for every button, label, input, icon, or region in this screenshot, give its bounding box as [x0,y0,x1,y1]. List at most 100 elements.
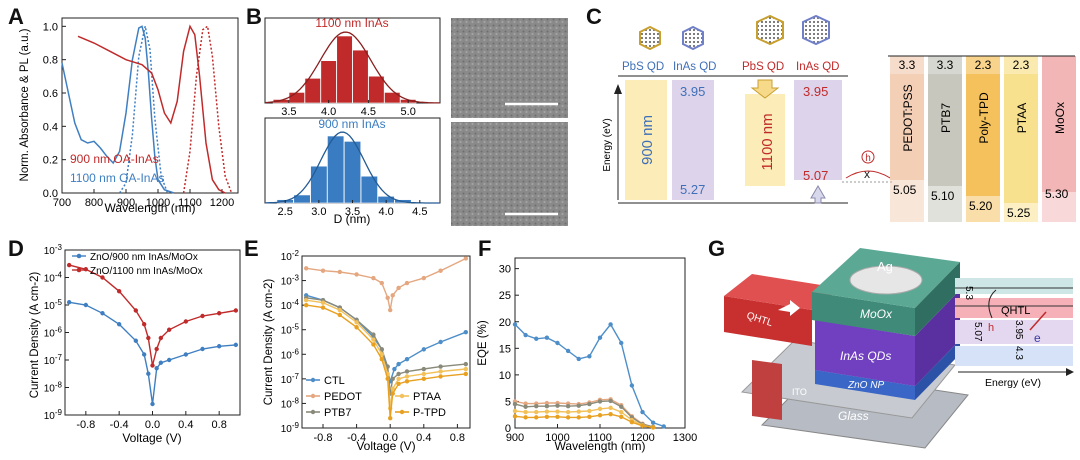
series-marker [354,325,359,330]
histogram-xtick-label: 3.0 [311,206,326,218]
inas-band-right [794,80,842,180]
g-electron: e [1034,331,1041,345]
panel-letter-c: C [586,4,602,29]
panel-f-series-marker [534,409,539,415]
series-marker [304,266,309,271]
hole-path [845,170,891,179]
histogram-bar [310,165,328,204]
panel-f-series-marker [534,415,539,420]
panel-b-bottom-bars: 2.5 3.0 3.5 4.0 4.5 [264,131,440,218]
qd-label-inas-right: InAs QD [796,61,839,73]
series-marker [146,335,151,341]
htl-column [1004,74,1038,203]
panel-f-series-marker [619,404,624,409]
ytick-label: 10-4 [44,271,63,285]
series-marker [388,307,393,313]
blocked-mark: x [864,167,870,181]
series-line [69,264,236,366]
htl-top-cap [890,56,924,74]
panel-f-series-marker [544,409,550,414]
series-marker [83,267,89,272]
inas-right-top: 3.95 [803,84,828,99]
series-marker [150,363,155,368]
series-marker [183,319,189,324]
panel-e-series [304,256,468,421]
series-marker [183,352,189,357]
panel-letter-a: A [8,4,24,29]
up-arrow-icon [810,185,826,204]
panel-f-series-marker [523,409,528,415]
g-qhtl-label: QHTL [1001,305,1030,317]
panel-f-ytick-label: 10 [499,370,511,382]
htl-name: Poly-TPD [977,92,991,144]
panel-a-legend-1100: 1100 nm OA-InAs [70,171,165,185]
ytick-label: 10-2 [281,249,300,263]
panel-letter-d: D [8,236,24,261]
legend-label: P-TPD [413,407,446,419]
inas-qd-icon-right [802,14,830,46]
htl-top-value: 2.3 [975,58,992,72]
series-marker [371,275,376,281]
panel-f-series-marker [608,398,613,404]
series-marker [438,339,443,345]
panel-f-series-marker [576,409,581,414]
histogram-bar [343,141,362,204]
panel-f-ytick-label: 5 [505,396,511,408]
histogram-bar [304,78,321,104]
panel-d-legend-1100: ZnO/1100 nm InAs/MoOx [90,266,203,277]
panel-f-series-marker [640,409,645,415]
panel-f-series-marker [597,399,603,404]
series-marker [385,364,390,369]
panel-a-ytick-label: 0.2 [43,155,58,167]
panel-f-series-marker [629,419,635,425]
panel-f-series-marker [587,408,592,414]
series-marker [141,352,147,357]
panel-f-ytick-label: 25 [499,290,511,302]
panel-b-bottom-title: 900 nm InAs [318,117,385,131]
pbs-gap-1100: 1100 nm [759,113,776,170]
htl-bottom-value: 5.20 [969,199,993,213]
htl-column-lower [1004,203,1038,222]
htl-name: PTAA [1015,103,1029,133]
panel-c-ylabel: Energy (eV) [602,118,613,171]
series-marker [379,347,384,352]
panel-f-ytick-label: 0 [505,423,511,435]
htl-column-lower [928,186,962,222]
ytick-label: 10-7 [281,372,300,386]
panel-f-xtick-label: 900 [506,432,524,444]
series-marker [390,376,395,382]
panel-f-series-marker [565,404,571,409]
ytick-label: 10-6 [44,326,63,340]
series-marker [233,308,239,313]
panel-e-axes: -0.8 -0.4 0.0 0.4 0.8 10-9 10-8 10-7 10-6 10-5 10-… [281,249,465,444]
series-marker [404,369,410,374]
ito-contact [752,360,782,420]
series-line [306,257,467,311]
g-level-zno [955,346,1073,366]
series-marker [379,352,384,357]
qd-label-pbs-left: PbS QD [622,61,664,73]
series-marker [404,280,410,286]
htl-top-cap [966,56,1000,74]
legend-marker [310,377,316,383]
xtick-label: 0.8 [450,432,465,444]
histogram-bar [336,35,353,104]
panel-f-series-marker [650,420,656,425]
panel-f-series-marker [597,413,603,418]
panel-f-xtick-label: 1300 [673,432,697,444]
panel-d-ylabel: Current Density (A cm-2) [29,272,41,399]
ag-contact [849,265,923,295]
series-marker [371,332,376,337]
panel-letter-f: F [478,236,492,261]
histogram-xtick-label: 5.0 [401,106,416,118]
panel-f-series-marker [534,336,539,341]
panel-f-ylabel: EQE (%) [477,320,489,366]
series-marker [166,327,172,332]
panel-f-series-marker [512,401,518,407]
ytick-label: 10-3 [281,274,300,288]
panel-d-legend-marker-1100 [76,267,82,273]
moox-label-device: MoOx [860,307,893,321]
panel-f-series-marker [544,404,550,409]
ito-label: ITO [792,387,807,397]
panel-a-xtick-label: 800 [85,197,103,209]
